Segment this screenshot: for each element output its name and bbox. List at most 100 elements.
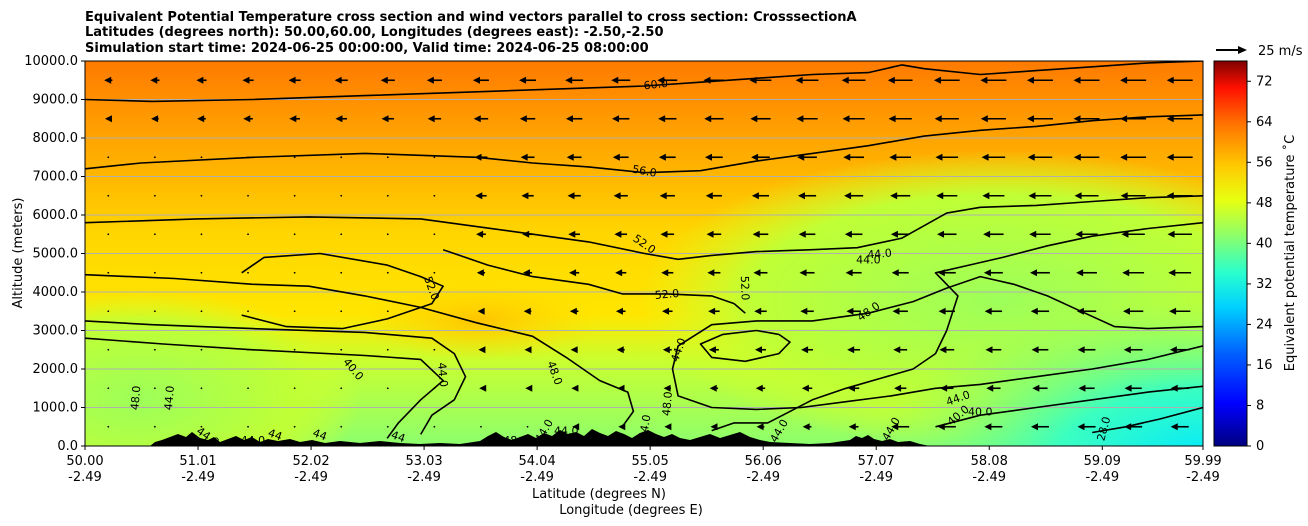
wind-vector-6-3	[247, 310, 249, 313]
wind-vector-2-20	[1027, 153, 1053, 161]
wind-vector-8-3	[247, 387, 249, 390]
wind-vector-0-19	[980, 76, 1007, 84]
wind-vector-2-5	[340, 156, 343, 159]
wind-vector-2-12	[658, 153, 676, 161]
wind-key-label: 25 m/s	[1258, 44, 1303, 59]
wind-vector-1-20	[1026, 115, 1053, 123]
wind-vector-0-5	[334, 76, 348, 84]
wind-vector-6-11	[615, 307, 626, 315]
wind-vector-5-1	[153, 271, 156, 274]
colorbar-label: Equivalent potential temperature ˚C	[1282, 135, 1298, 371]
wind-vector-6-9	[523, 307, 532, 315]
wind-vector-2-19	[981, 153, 1006, 161]
wind-vector-7-16	[847, 346, 861, 354]
wind-vector-9-20	[1030, 423, 1049, 431]
wind-vector-7-8	[478, 346, 486, 354]
wind-vector-0-15	[795, 76, 819, 84]
wind-vector-7-19	[985, 346, 1002, 354]
wind-vector-3-2	[200, 194, 203, 197]
contour-28-12	[1092, 406, 1203, 434]
wind-vector-4-17	[890, 230, 910, 238]
colorbar-tick-label-1: 8	[1256, 398, 1264, 413]
wind-vector-3-12	[659, 192, 675, 200]
wind-vector-6-23	[1169, 307, 1191, 315]
wind-vector-1-2	[197, 115, 206, 123]
colorbar-tick-label-5: 40	[1256, 236, 1273, 251]
contour-label-0: 60.0	[643, 77, 669, 92]
wind-vector-5-19	[983, 269, 1003, 277]
contour-label-13: 48.0	[660, 391, 675, 417]
wind-vector-9-23	[1170, 423, 1189, 431]
wind-vector-5-20	[1030, 269, 1050, 277]
wind-vector-2-18	[935, 153, 959, 161]
wind-vector-5-17	[891, 269, 909, 277]
wind-vector-0-1	[150, 76, 160, 84]
colorbar-ticks: 0 8 16 24 32 40 48 56 64 72	[1247, 74, 1273, 454]
wind-vector-3-4	[293, 194, 296, 197]
wind-vector-0-16	[841, 76, 866, 84]
contour-label-14: 48.0	[128, 385, 143, 411]
contour-label-22: 44	[266, 426, 284, 443]
contour-56-1	[85, 114, 1203, 174]
colorbar-tick-label-0: 0	[1256, 439, 1264, 454]
wind-vector-3-16	[844, 192, 864, 200]
x-tick-lon-2: -2.49	[294, 470, 328, 485]
contour-label-23: 44	[311, 426, 329, 443]
wind-vector-6-1	[153, 310, 156, 313]
wind-vector-6-20	[1030, 307, 1050, 315]
wind-vector-7-10	[570, 346, 578, 354]
x-tick-lat-8: 58.08	[971, 454, 1008, 469]
wind-vector-6-13	[708, 307, 720, 315]
wind-vector-9-12	[664, 423, 672, 431]
wind-vector-9-19	[984, 423, 1003, 431]
wind-vector-2-22	[1120, 153, 1147, 161]
y-tick-label-10: 10000.0	[24, 54, 78, 69]
x-tick-lat-1: 51.01	[179, 454, 216, 469]
colorbar-tick-label-6: 48	[1256, 196, 1273, 211]
grid-lines	[85, 99, 1203, 408]
wind-vector-1-0	[104, 115, 112, 123]
y-tick-label-1: 1000.0	[33, 401, 79, 416]
wind-vector-0-20	[1026, 76, 1053, 84]
wind-vector-5-7	[433, 271, 436, 274]
wind-vector-4-0	[107, 233, 110, 236]
wind-vector-8-4	[293, 387, 296, 390]
wind-vector-7-6	[386, 348, 389, 351]
wind-vector-1-7	[427, 115, 442, 123]
wind-vector-2-10	[566, 153, 582, 161]
wind-vector-1-13	[704, 115, 724, 123]
wind-vector-2-1	[153, 156, 156, 159]
wind-vector-3-10	[567, 192, 581, 200]
wind-vector-4-10	[568, 230, 580, 238]
x-tick-lat-2: 52.02	[292, 454, 329, 469]
wind-vector-7-9	[524, 346, 532, 354]
colorbar: 0 8 16 24 32 40 48 56 64 72 Equivalent potential …	[1213, 60, 1298, 454]
wind-vector-4-14	[752, 230, 769, 238]
wind-vector-3-18	[936, 192, 958, 200]
wind-vector-1-9	[519, 115, 536, 123]
contour-label-17: 40.0	[968, 405, 993, 418]
wind-vector-4-22	[1121, 230, 1145, 238]
wind-vector-2-9	[520, 153, 535, 161]
y-tick-label-4: 4000.0	[33, 285, 79, 300]
wind-vector-8-6	[386, 387, 389, 390]
contour-48-6	[671, 275, 1203, 411]
wind-vector-7-18	[939, 346, 955, 354]
wind-vector-7-1	[153, 348, 156, 351]
wind-vector-4-3	[247, 233, 249, 236]
wind-vector-4-21	[1075, 230, 1098, 238]
wind-vector-2-21	[1073, 153, 1100, 161]
wind-vector-8-17	[894, 384, 907, 392]
wind-vector-2-4	[293, 156, 296, 159]
wind-vector-9-21	[1077, 423, 1096, 431]
wind-vector-4-11	[614, 230, 628, 238]
wind-vector-9-9	[526, 425, 529, 428]
colorbar-tick-label-7: 56	[1256, 155, 1273, 170]
wind-vector-9-8	[480, 425, 482, 428]
wind-vector-6-5	[340, 310, 343, 313]
wind-vector-6-12	[662, 307, 673, 315]
x-tick-lon-9: -2.49	[1085, 470, 1119, 485]
wind-vector-0-11	[611, 76, 631, 84]
wind-vector-5-2	[200, 271, 203, 274]
